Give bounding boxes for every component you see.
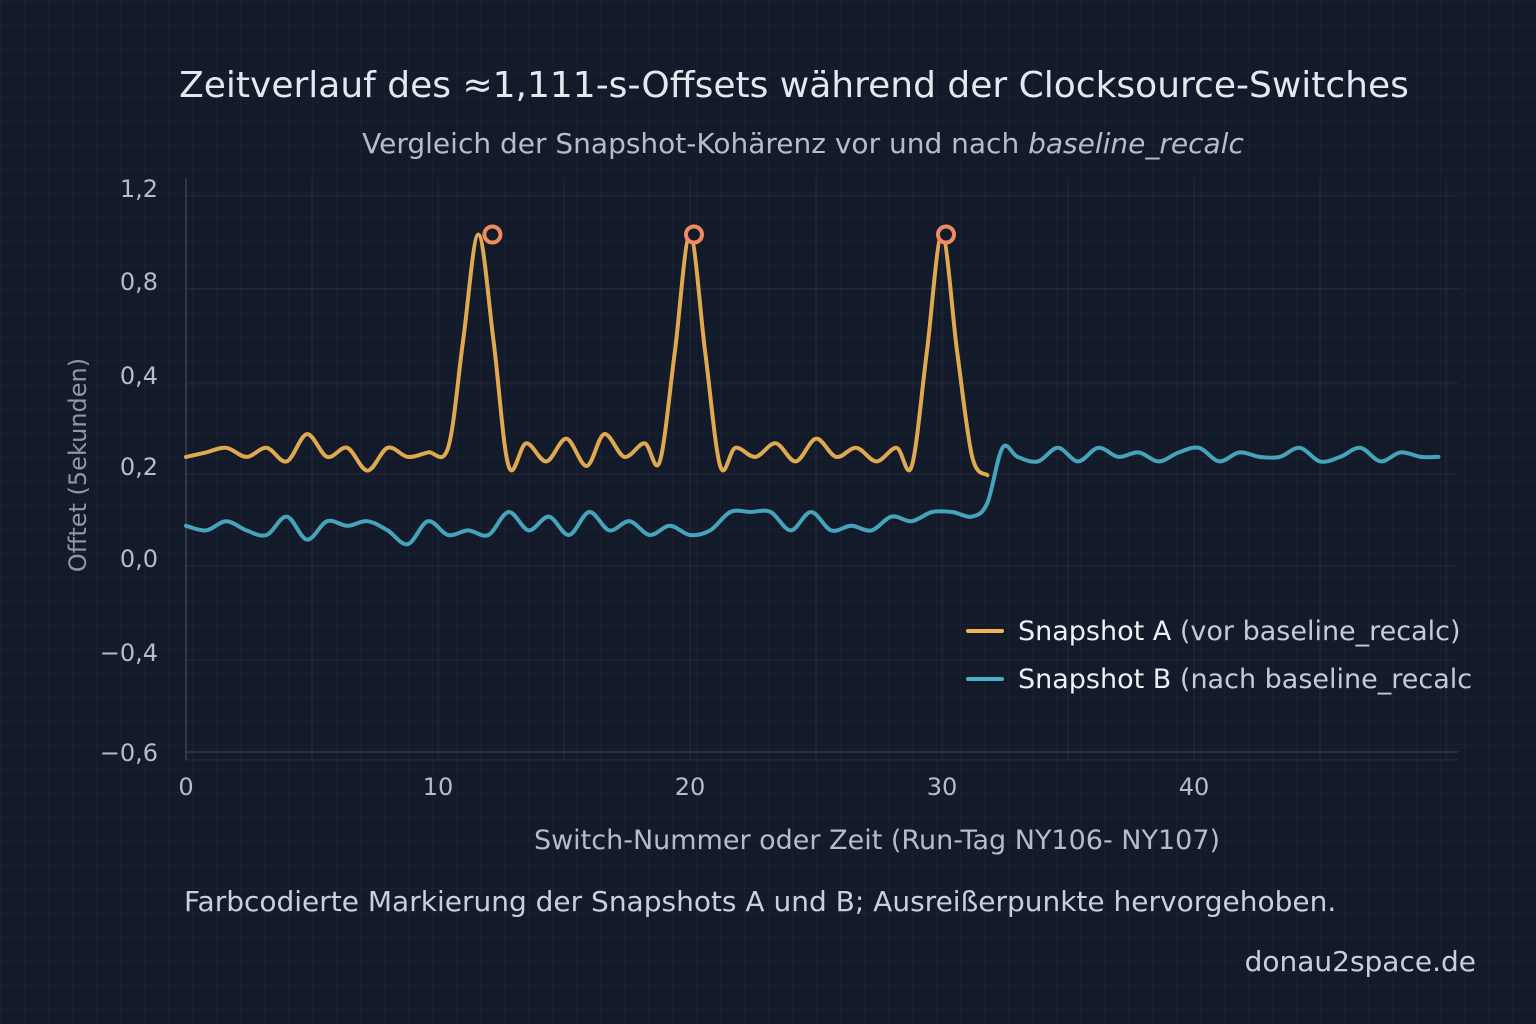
legend: Snapshot A (vor baseline_recalc) Snapsho… xyxy=(966,616,1472,695)
y-tick-label: 0,2 xyxy=(120,453,158,481)
chart-subtitle-emphasis: baseline_recalc xyxy=(1028,127,1244,160)
series-line-snapshot-b xyxy=(184,443,1441,547)
chart-subtitle-prefix: Vergleich der Snapshot-Kohärenz vor und … xyxy=(362,127,1028,160)
outlier-marker xyxy=(936,224,956,245)
outlier-markers xyxy=(482,224,956,245)
y-tick-label: 1,2 xyxy=(120,175,158,203)
legend-label-snapshot-b: Snapshot B xyxy=(1018,664,1171,695)
legend-entry-snapshot-a: Snapshot A (vor baseline_recalc) xyxy=(1018,616,1461,647)
y-axis-ticks: 1,2 0,8 0,4 0,2 0,0 −0,4 −0,6 xyxy=(100,175,158,767)
x-tick-label: 40 xyxy=(1179,773,1210,801)
chart-subtitle: Vergleich der Snapshot-Kohärenz vor und … xyxy=(362,127,1244,160)
series-line-snapshot-a xyxy=(184,232,990,478)
y-axis-label: Offtet (5ekunden) xyxy=(64,358,92,572)
outlier-marker xyxy=(482,224,503,245)
y-tick-label: −0,6 xyxy=(100,739,158,767)
y-tick-label: −0,4 xyxy=(100,639,158,667)
x-tick-label: 30 xyxy=(927,773,958,801)
site-brand: donau2space.de xyxy=(1245,945,1476,978)
outlier-marker xyxy=(684,224,704,245)
x-axis-ticks: 0 10 20 30 40 xyxy=(178,773,1209,801)
y-tick-label: 0,0 xyxy=(120,545,158,573)
legend-detail-snapshot-a: (vor baseline_recalc) xyxy=(1171,616,1460,647)
legend-detail-snapshot-b: (nach baseline_recalc xyxy=(1171,664,1472,695)
x-axis-label: Switch-Nummer oder Zeit (Run-Tag NY106- … xyxy=(534,825,1220,856)
legend-label-snapshot-a: Snapshot A xyxy=(1018,616,1172,647)
y-tick-label: 0,8 xyxy=(120,268,158,296)
x-tick-label: 20 xyxy=(675,773,706,801)
series-lines xyxy=(184,232,1441,547)
legend-entry-snapshot-b: Snapshot B (nach baseline_recalc xyxy=(1018,664,1472,695)
chart-caption: Farbcodierte Markierung der Snapshots A … xyxy=(184,885,1336,918)
gridlines xyxy=(185,178,1458,761)
x-tick-label: 0 xyxy=(178,773,193,801)
x-tick-label: 10 xyxy=(423,773,454,801)
chart-title: Zeitverlauf des ≈1,111-s-Offsets während… xyxy=(179,65,1409,106)
y-tick-label: 0,4 xyxy=(120,362,158,390)
